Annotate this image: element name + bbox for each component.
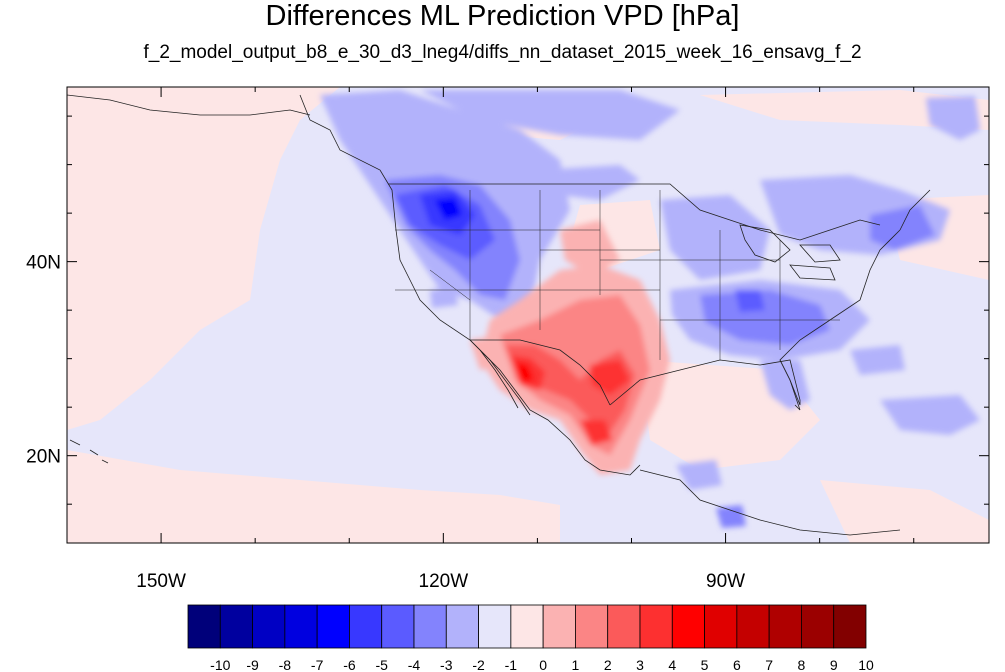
colorbar-label: 9 bbox=[830, 657, 838, 672]
lat-tick-label: 40N bbox=[26, 253, 61, 274]
colorbar-swatch bbox=[316, 604, 350, 649]
anomaly-field-positive bbox=[470, 220, 670, 475]
colorbar-label: -8 bbox=[279, 657, 292, 672]
colorbar-labels: -10 -9 -8 -7 -6 -5 -4 -3 -2 -1 0 1 2 3 4 5 6 7 8 9 10 bbox=[210, 657, 874, 672]
state-lines bbox=[395, 190, 840, 360]
baja-peninsula bbox=[469, 339, 531, 416]
colorbar-swatch bbox=[187, 604, 221, 649]
colorbar-swatch bbox=[381, 604, 415, 649]
colorbar-swatch bbox=[413, 604, 447, 649]
colorbar-swatch bbox=[639, 604, 673, 649]
colorbar-swatch bbox=[704, 604, 738, 649]
colorbar-swatch bbox=[833, 604, 867, 649]
lon-tick-label: 90W bbox=[706, 571, 745, 592]
colorbar bbox=[187, 604, 867, 649]
colorbar-swatch bbox=[575, 604, 609, 649]
colorbar-swatch bbox=[768, 604, 802, 649]
colorbar-label: -4 bbox=[408, 657, 421, 672]
lat-tick-label: 20N bbox=[26, 447, 61, 468]
colorbar-label: 3 bbox=[636, 657, 644, 672]
pacific-coastline bbox=[299, 94, 641, 476]
map-plot-area bbox=[67, 87, 989, 543]
colorbar-label: -2 bbox=[472, 657, 485, 672]
great-lakes bbox=[739, 224, 841, 281]
caribbean-coast bbox=[639, 469, 901, 536]
plot-subtitle: f_2_model_output_b8_e_30_d3_lneg4/diffs_… bbox=[143, 42, 862, 63]
colorbar-label: -5 bbox=[375, 657, 388, 672]
political-boundaries bbox=[67, 94, 931, 536]
colorbar-swatch bbox=[736, 604, 770, 649]
hawaii-islands bbox=[69, 439, 109, 464]
atlantic-coastline bbox=[899, 189, 931, 231]
alaska-bc-coast bbox=[67, 94, 311, 116]
colorbar-label: -7 bbox=[311, 657, 324, 672]
colorbar-label: -9 bbox=[246, 657, 259, 672]
plot-title: Differences ML Prediction VPD [hPa] bbox=[265, 0, 740, 32]
colorbar-swatch bbox=[284, 604, 318, 649]
map-axis-ticks bbox=[66, 87, 989, 543]
colorbar-swatch bbox=[252, 604, 286, 649]
colorbar-label: 4 bbox=[668, 657, 676, 672]
colorbar-label: -1 bbox=[505, 657, 518, 672]
florida-coast bbox=[779, 359, 801, 411]
colorbar-label: 8 bbox=[798, 657, 806, 672]
colorbar-label: 6 bbox=[733, 657, 741, 672]
colorbar-swatch bbox=[510, 604, 544, 649]
colorbar-label: -10 bbox=[210, 657, 230, 672]
lon-tick-label: 150W bbox=[136, 571, 186, 592]
colorbar-swatch bbox=[219, 604, 253, 649]
colorbar-swatch bbox=[801, 604, 835, 649]
colorbar-swatch bbox=[478, 604, 512, 649]
colorbar-label: 5 bbox=[701, 657, 709, 672]
colorbar-swatch bbox=[542, 604, 576, 649]
canada-us-border bbox=[388, 183, 881, 241]
colorbar-label: 7 bbox=[765, 657, 773, 672]
colorbar-label: -3 bbox=[440, 657, 453, 672]
colorbar-label: -6 bbox=[343, 657, 356, 672]
colorbar-label: 10 bbox=[858, 657, 874, 672]
lon-tick-label: 120W bbox=[419, 571, 469, 592]
colorbar-label: 1 bbox=[572, 657, 580, 672]
colorbar-label: 2 bbox=[604, 657, 612, 672]
colorbar-swatch bbox=[671, 604, 705, 649]
colorbar-swatch bbox=[607, 604, 641, 649]
map-frame bbox=[66, 86, 990, 544]
colorbar-swatch bbox=[445, 604, 479, 649]
colorbar-label: 0 bbox=[539, 657, 547, 672]
gulf-coastline bbox=[609, 229, 901, 406]
us-mexico-border bbox=[470, 339, 611, 406]
colorbar-swatch bbox=[349, 604, 383, 649]
map-axis-labels: 150W 120W 90W 40N 20N bbox=[26, 253, 745, 592]
